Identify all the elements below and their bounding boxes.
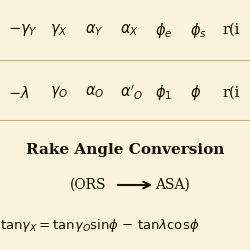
Text: $\phi_e$: $\phi_e$: [155, 20, 172, 40]
Text: $\gamma_X$: $\gamma_X$: [50, 22, 68, 38]
Text: $\alpha'_O$: $\alpha'_O$: [120, 83, 144, 102]
Text: $\phi$: $\phi$: [190, 83, 201, 102]
Text: ASA): ASA): [155, 178, 190, 192]
Text: $\alpha_X$: $\alpha_X$: [120, 22, 139, 38]
Text: Rake Angle Conversion: Rake Angle Conversion: [26, 143, 224, 157]
Text: $\gamma_O$: $\gamma_O$: [50, 84, 68, 100]
Text: $\phi_s$: $\phi_s$: [190, 20, 207, 40]
Text: $-\gamma_Y$: $-\gamma_Y$: [8, 22, 37, 38]
Text: $\alpha_O$: $\alpha_O$: [85, 85, 104, 100]
Text: $-\lambda$: $-\lambda$: [8, 84, 29, 100]
Text: r(i: r(i: [222, 23, 240, 37]
Text: $\alpha_Y$: $\alpha_Y$: [85, 22, 103, 38]
Text: (ORS: (ORS: [70, 178, 106, 192]
Text: $\mathrm{tan}\gamma_X = \mathrm{tan}\gamma_O\mathrm{sin}\phi\ \mathrm{-}\ \mathr: $\mathrm{tan}\gamma_X = \mathrm{tan}\gam…: [0, 216, 199, 234]
Text: r(i: r(i: [222, 86, 240, 100]
Text: $\phi_1$: $\phi_1$: [155, 83, 172, 102]
